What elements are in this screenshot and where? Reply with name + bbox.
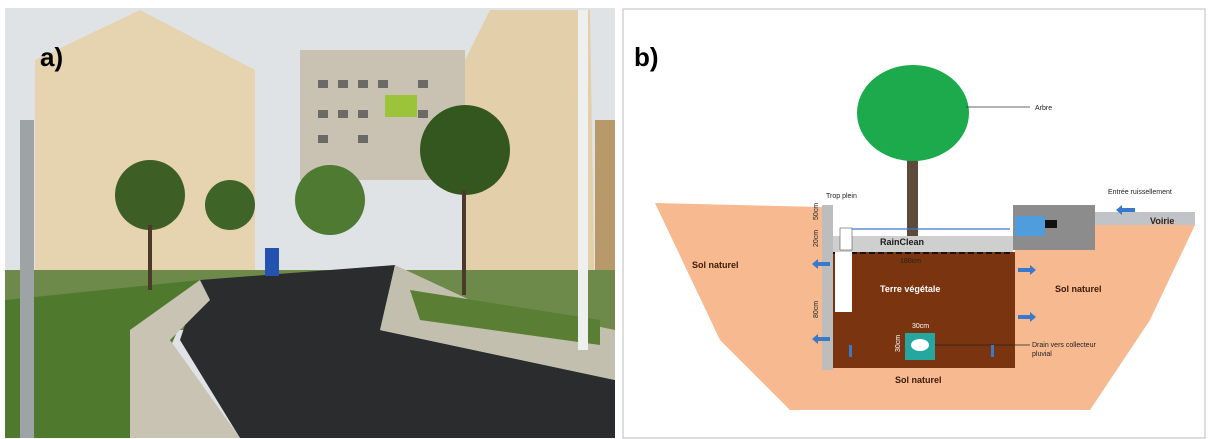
photo <box>5 8 615 438</box>
label: Sol naturel <box>895 375 942 385</box>
label: 180cm <box>900 258 921 265</box>
label: Sol naturel <box>692 260 739 270</box>
label: 50cm <box>813 203 820 220</box>
label: 20cm <box>813 230 820 247</box>
label: 30cm <box>895 335 902 352</box>
figure: a) b) Arbre Trop plein Entrée ruissellem… <box>0 0 1208 439</box>
label: 80cm <box>813 301 820 318</box>
label: Trop plein <box>826 193 857 200</box>
label: RainClean <box>880 237 924 247</box>
label: Entrée ruissellement <box>1108 189 1172 196</box>
page: a) b) Arbre Trop plein Entrée ruissellem… <box>0 0 1208 439</box>
panel-label: b) <box>634 42 659 72</box>
label: 30cm <box>912 323 929 330</box>
label: pluvial <box>1032 351 1052 358</box>
label: Voirie <box>1150 216 1174 226</box>
panel-label: a) <box>40 42 63 72</box>
label: Terre végétale <box>880 284 940 294</box>
label: Sol naturel <box>1055 284 1102 294</box>
label: Drain vers collecteur <box>1032 342 1096 349</box>
label: Arbre <box>1035 105 1052 112</box>
